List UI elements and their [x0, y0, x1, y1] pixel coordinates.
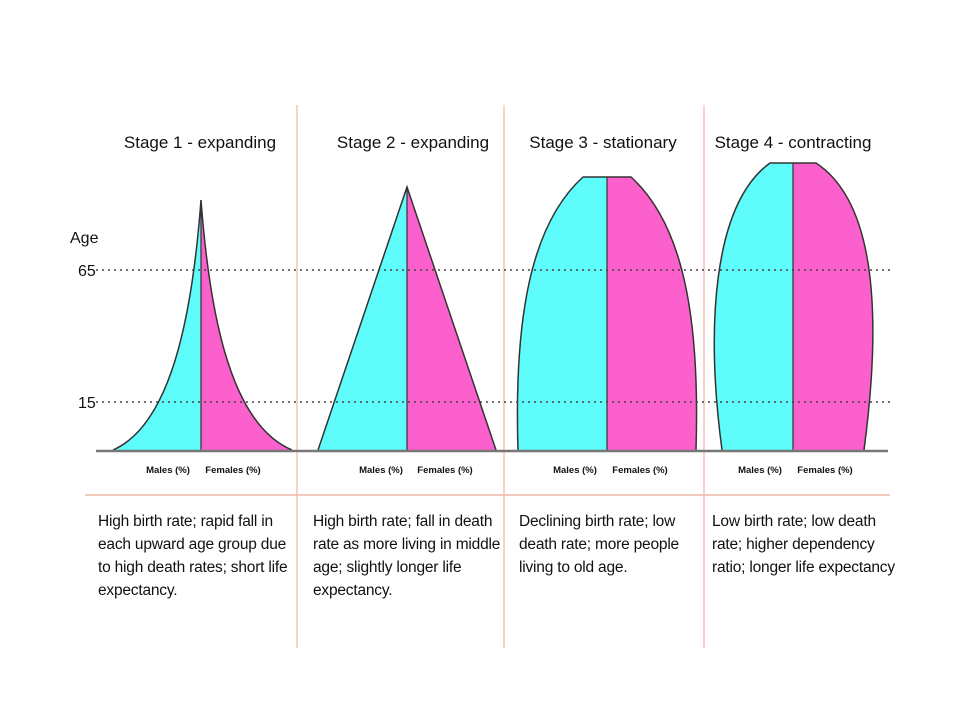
stage-1-males-label: Males (%): [146, 465, 190, 476]
stage-4-description: Low birth rate; low death rate; higher d…: [712, 513, 895, 576]
stage-1-females-label: Females (%): [205, 465, 260, 476]
stage-2-description: High birth rate; fall in death rate as m…: [313, 513, 501, 599]
stage-2-title: Stage 2 - expanding: [337, 133, 489, 152]
stage-3-title: Stage 3 - stationary: [529, 133, 677, 152]
stage-2-females-label: Females (%): [417, 465, 472, 476]
stage-1-females-shape: [201, 200, 292, 450]
stage-3-males-label: Males (%): [553, 465, 597, 476]
stage-1-description: High birth rate; rapid fall in each upwa…: [98, 513, 288, 599]
age-tick-15: 15: [78, 395, 96, 412]
age-axis-label: Age: [70, 230, 99, 247]
stage-1-males-shape: [113, 200, 201, 450]
stage-4-males-shape: [714, 163, 793, 450]
stage-4-males-label: Males (%): [738, 465, 782, 476]
stage-2-males-label: Males (%): [359, 465, 403, 476]
stage-3-females-shape: [607, 177, 697, 450]
age-tick-65: 65: [78, 263, 96, 280]
stage-4-title: Stage 4 - contracting: [715, 133, 872, 152]
stage-4-females-shape: [793, 163, 873, 450]
stage-3-males-shape: [517, 177, 607, 450]
stage-3-females-label: Females (%): [612, 465, 667, 476]
stage-1-title: Stage 1 - expanding: [124, 133, 276, 152]
stage-4-females-label: Females (%): [797, 465, 852, 476]
stage-3-description: Declining birth rate; low death rate; mo…: [519, 513, 679, 576]
